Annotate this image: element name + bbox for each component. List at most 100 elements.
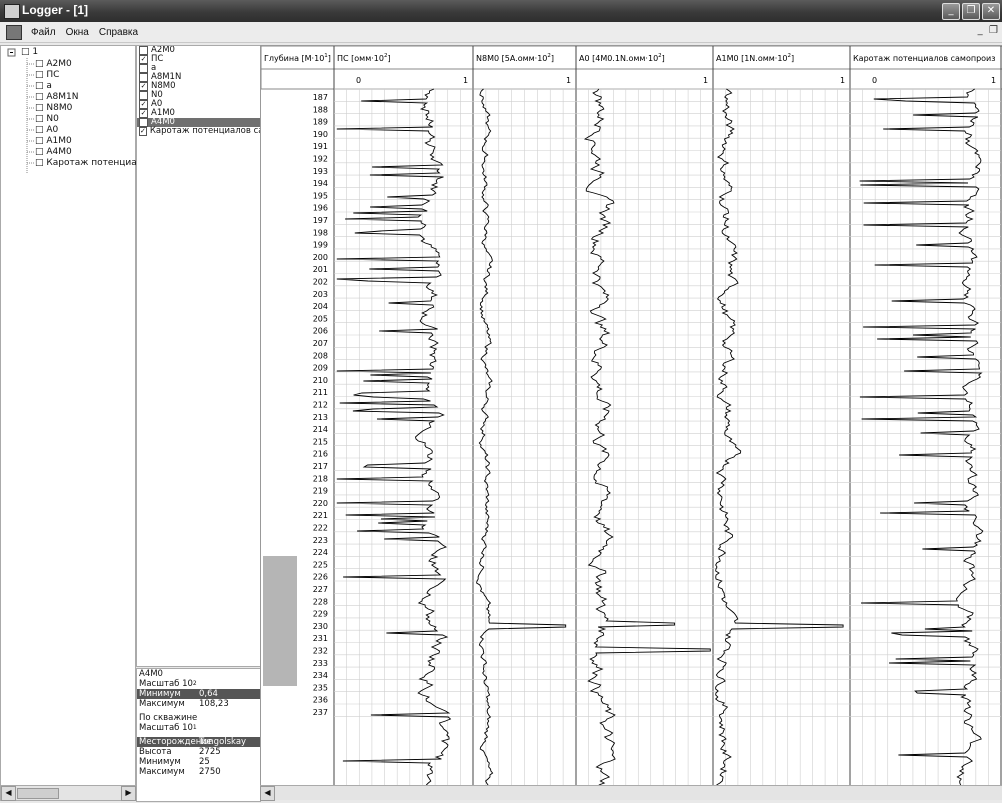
depth-label: 230: [313, 622, 328, 631]
checkbox-icon[interactable]: [139, 91, 148, 100]
tree-item[interactable]: □ N8M0: [35, 103, 73, 113]
depth-label: 191: [313, 142, 328, 151]
track-grid: [850, 88, 1001, 786]
depth-label: 187: [313, 93, 328, 102]
info-panel: A4M0 Масштаб 10 2 Минимум 0,64 Максимум 108…: [136, 668, 261, 802]
checkbox-icon[interactable]: [139, 118, 148, 127]
curve-checklist-item[interactable]: ✓ A0: [139, 99, 163, 109]
depth-label: 224: [313, 548, 328, 557]
tree-item[interactable]: □ A1M0: [35, 136, 72, 146]
tree-item[interactable]: □ N0: [35, 114, 59, 124]
depth-track-header: Глубина [М·101]: [264, 53, 331, 63]
tree-item[interactable]: □ A4M0: [35, 147, 72, 157]
mdi-child-controls[interactable]: _ ❐: [977, 25, 998, 36]
depth-label: 215: [313, 437, 328, 446]
well-max: Максимум 2750: [139, 767, 221, 777]
checkbox-icon[interactable]: [139, 46, 148, 55]
scroll-left-icon[interactable]: ◀: [260, 786, 275, 801]
menu-file[interactable]: Файл: [31, 26, 56, 38]
restore-button[interactable]: ❐: [962, 3, 980, 20]
track-scale-min: 0: [356, 76, 361, 85]
checkbox-checked-icon[interactable]: ✓: [139, 55, 148, 64]
depth-label: 213: [313, 413, 328, 422]
depth-label: 223: [313, 536, 328, 545]
menu-help[interactable]: Справка: [98, 26, 139, 38]
checkbox-checked-icon[interactable]: ✓: [139, 127, 147, 136]
depth-label: 226: [313, 573, 328, 582]
track-grid: [713, 88, 850, 786]
tree-item[interactable]: □ A0: [35, 125, 59, 135]
curve-checklist-item[interactable]: A4M0: [137, 118, 260, 127]
well-field: Месторождение Tungolskay: [137, 737, 260, 747]
tree-horizontal-scrollbar[interactable]: ◀ ▶: [0, 785, 137, 801]
close-button[interactable]: ✕: [982, 3, 1000, 20]
checkbox-icon[interactable]: [139, 73, 148, 82]
depth-label: 222: [313, 524, 328, 533]
depth-label: 221: [313, 511, 328, 520]
scroll-thumb[interactable]: [17, 788, 59, 799]
depth-label: 196: [313, 204, 328, 213]
tree-item[interactable]: □ A2M0: [35, 59, 72, 69]
tree-item[interactable]: □ Каротаж потенциал: [35, 158, 143, 168]
depth-label: 203: [313, 290, 328, 299]
checkbox-checked-icon[interactable]: ✓: [139, 100, 148, 109]
depth-label: 202: [313, 278, 328, 287]
scroll-left-icon[interactable]: ◀: [1, 786, 16, 801]
curve-checklist-item[interactable]: A8M1N: [137, 73, 260, 82]
log-plot-area[interactable]: Глубина [М·101] ПС [омм·102] 0 1 N8M0 [5A.ом…: [260, 45, 1002, 787]
curve-node-icon: □: [35, 158, 47, 168]
checkbox-icon[interactable]: [139, 64, 148, 73]
well-min: Минимум 25: [139, 757, 210, 767]
depth-label: 206: [313, 327, 328, 336]
curve-checklist-item[interactable]: ✓ Каротаж потенциалов сам: [139, 126, 261, 136]
curve-checklist-item[interactable]: ✓ N8M0: [139, 81, 176, 91]
tree-item[interactable]: □ a: [35, 81, 52, 91]
track-scale-max: 1: [991, 76, 996, 85]
curve-checklist-item[interactable]: N0: [137, 91, 260, 100]
tree-root[interactable]: □ 1: [21, 47, 39, 57]
scroll-right-icon[interactable]: ▶: [121, 786, 136, 801]
depth-label: 233: [313, 659, 328, 668]
depth-label: 192: [313, 155, 328, 164]
depth-label: 208: [313, 351, 328, 360]
depth-label: 232: [313, 647, 328, 656]
minimize-button[interactable]: _: [942, 3, 960, 20]
curve-checklist-item[interactable]: ✓ A1M0: [139, 108, 175, 118]
depth-label: 195: [313, 191, 328, 200]
curve-scale: Масштаб 10 2: [139, 679, 197, 689]
depth-label: 209: [313, 364, 328, 373]
plot-horizontal-scrollbar[interactable]: ◀: [260, 785, 1002, 801]
title-bar: Logger - [1] _ ❐ ✕: [0, 0, 1002, 22]
tree-item[interactable]: □ A8M1N: [35, 92, 79, 102]
log-plot[interactable]: Глубина [М·101] ПС [омм·102] 0 1 N8M0 [5A.ом…: [260, 45, 1002, 786]
depth-label: 194: [313, 179, 328, 188]
curve-node-icon: □: [35, 70, 47, 80]
depth-label: 193: [313, 167, 328, 176]
depth-label: 188: [313, 105, 328, 114]
well-header: По скважине: [139, 713, 198, 723]
checkbox-checked-icon[interactable]: ✓: [139, 109, 148, 118]
depth-label: 218: [313, 474, 328, 483]
checkbox-checked-icon[interactable]: ✓: [139, 82, 148, 91]
curve-node-icon: □: [35, 59, 47, 69]
depth-label: 220: [313, 499, 328, 508]
curve-checklist-item[interactable]: ✓ ПС: [139, 54, 164, 64]
curve-checklist-item[interactable]: A2M0: [137, 46, 260, 55]
curve-node-icon: □: [35, 81, 47, 91]
track-scale-max: 1: [703, 76, 708, 85]
tree-item[interactable]: □ ПС: [35, 70, 60, 80]
menu-windows[interactable]: Окна: [65, 26, 89, 38]
depth-scroll-thumb[interactable]: [263, 556, 297, 686]
track-scale-max: 1: [840, 76, 845, 85]
depth-label: 216: [313, 450, 328, 459]
depth-label: 200: [313, 253, 328, 262]
depth-label: 214: [313, 425, 328, 434]
depth-label: 217: [313, 462, 328, 471]
well-height: Высота 2725: [139, 747, 221, 757]
document-icon[interactable]: [6, 24, 22, 40]
curve-node-icon: □: [35, 103, 47, 113]
curve-checklist-item[interactable]: a: [137, 64, 260, 73]
log-curve: [476, 88, 567, 786]
log-curve: [583, 88, 711, 786]
depth-label: 225: [313, 560, 328, 569]
